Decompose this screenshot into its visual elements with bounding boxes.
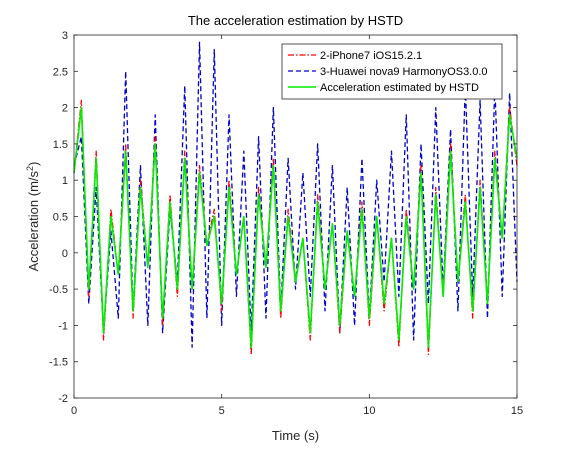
y-axis-label-main: Acceleration (m/s	[26, 170, 41, 271]
x-tick-label: 15	[511, 405, 523, 417]
y-tick-label: 1.5	[53, 139, 68, 151]
y-tick-label: 0.5	[53, 212, 68, 224]
y-tick-label: 3	[62, 30, 68, 42]
y-tick-label: 1	[62, 175, 68, 187]
y-tick-label: 2.5	[53, 66, 68, 78]
x-axis: 0 5 10 15	[71, 35, 523, 417]
y-axis-label-close: )	[26, 162, 41, 166]
x-tick-label: 5	[219, 405, 225, 417]
legend-label-3: Acceleration estimated by HSTD	[320, 82, 479, 94]
y-axis: -2 -1.5 -1 -0.5 0 0.5 1 1.5 2 2.5 3	[49, 30, 517, 405]
y-tick-label: -1	[58, 320, 68, 332]
y-tick-label: -1.5	[49, 357, 68, 369]
chart-title: The acceleration estimation by HSTD	[188, 13, 403, 28]
y-tick-label: -2	[58, 393, 68, 405]
x-tick-label: 10	[363, 405, 375, 417]
x-tick-label: 0	[71, 405, 77, 417]
y-axis-label-superscript: 2	[25, 166, 35, 171]
legend-box	[281, 43, 503, 100]
series-line-3	[73, 106, 518, 348]
y-tick-label: 0	[62, 248, 68, 260]
y-tick-label: 2	[62, 103, 68, 115]
legend-label-2: 3-Huawei nova9 HarmonyOS3.0.0	[320, 66, 488, 78]
series-line-2	[73, 41, 518, 348]
y-tick-label: -0.5	[49, 284, 68, 296]
legend-label-1: 2-iPhone7 iOS15.2.1	[320, 50, 422, 62]
y-axis-label: Acceleration (m/s2)	[25, 162, 41, 272]
legend: 2-iPhone7 iOS15.2.1 3-Huawei nova9 Harmon…	[281, 43, 503, 100]
series-layer	[73, 41, 518, 356]
x-axis-label: Time (s)	[272, 428, 319, 443]
